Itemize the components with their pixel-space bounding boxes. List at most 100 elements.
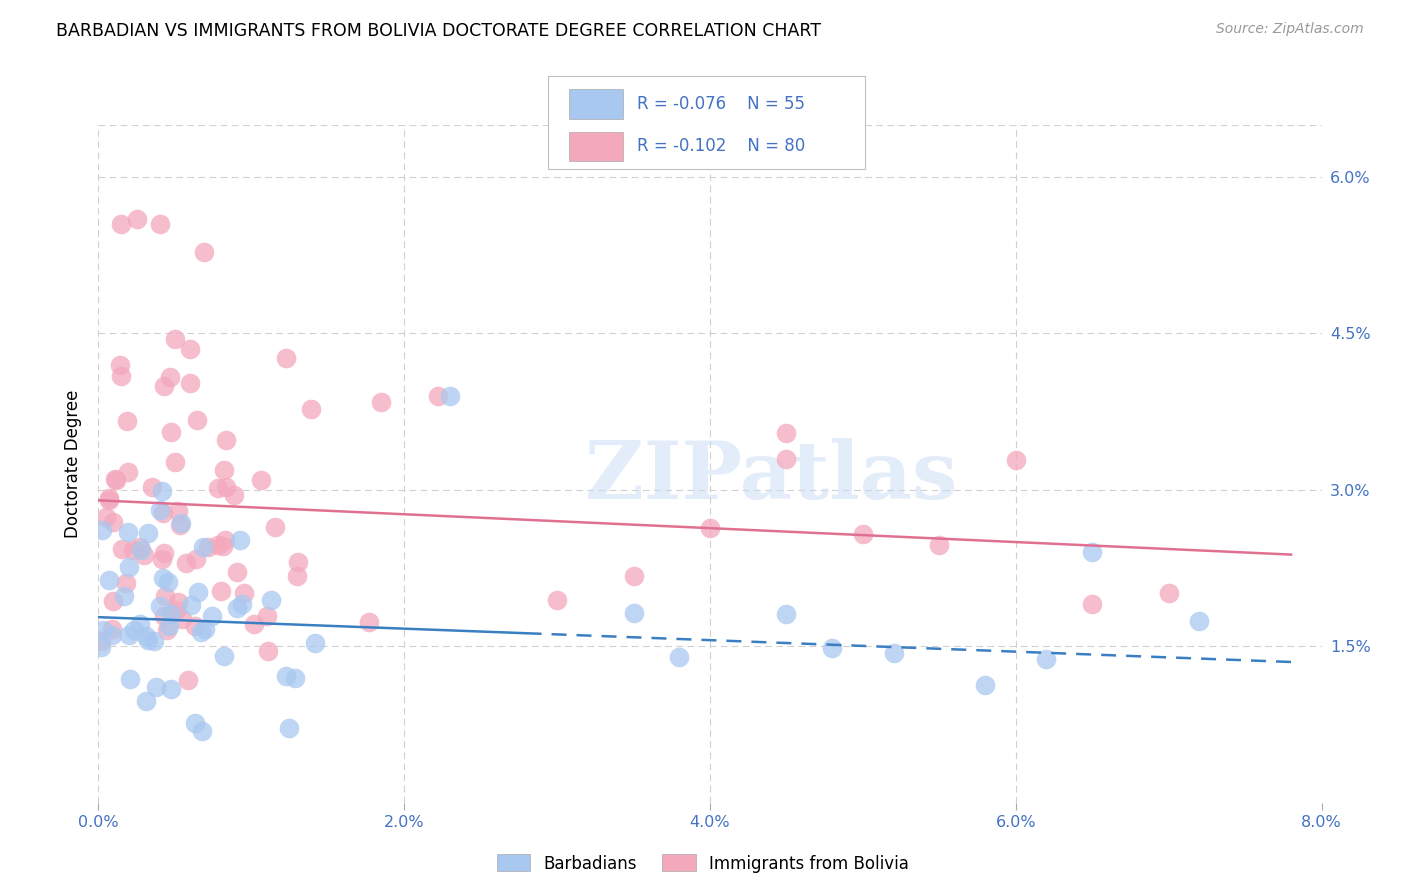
Point <box>122 543 145 558</box>
Point <box>98 492 121 507</box>
Point <box>668 650 690 665</box>
Point <box>150 483 173 498</box>
Point <box>546 593 568 607</box>
Point <box>176 673 198 687</box>
Point <box>159 370 181 384</box>
Point <box>135 629 157 643</box>
Point <box>100 628 122 642</box>
Point <box>231 597 253 611</box>
Text: R = -0.076    N = 55: R = -0.076 N = 55 <box>637 95 804 113</box>
Point <box>623 607 645 621</box>
Point <box>101 622 124 636</box>
Point <box>201 608 224 623</box>
Text: Source: ZipAtlas.com: Source: ZipAtlas.com <box>1216 22 1364 37</box>
Point <box>125 211 148 226</box>
Point <box>108 358 131 372</box>
Point <box>207 538 229 552</box>
Point <box>191 723 214 738</box>
Point <box>883 646 905 660</box>
Point <box>1157 586 1180 600</box>
Point <box>187 585 209 599</box>
Point <box>193 245 215 260</box>
Point <box>284 671 307 685</box>
Point <box>264 520 287 534</box>
Point <box>197 540 219 554</box>
Point <box>165 602 187 616</box>
Point <box>150 552 173 566</box>
Point <box>118 672 141 686</box>
Point <box>274 351 297 365</box>
Point <box>184 716 207 731</box>
Point <box>103 594 125 608</box>
Point <box>141 480 163 494</box>
Point <box>274 669 297 683</box>
Point <box>148 599 170 613</box>
Point <box>117 627 139 641</box>
Point <box>427 389 450 403</box>
Point <box>152 571 174 585</box>
Point <box>775 451 797 466</box>
Point <box>104 471 127 485</box>
Point <box>207 481 229 495</box>
Text: BARBADIAN VS IMMIGRANTS FROM BOLIVIA DOCTORATE DEGREE CORRELATION CHART: BARBADIAN VS IMMIGRANTS FROM BOLIVIA DOC… <box>56 22 821 40</box>
Point <box>117 414 139 428</box>
Point <box>160 425 183 439</box>
Point <box>128 617 150 632</box>
Point <box>156 624 179 638</box>
Point <box>169 518 191 533</box>
Point <box>186 552 208 566</box>
Point <box>174 556 197 570</box>
Point <box>138 633 160 648</box>
Point <box>163 332 186 346</box>
Point <box>157 619 180 633</box>
Point <box>152 506 174 520</box>
Point <box>183 619 205 633</box>
Point <box>179 376 201 391</box>
Point <box>1081 598 1104 612</box>
Point <box>250 473 273 487</box>
Point <box>287 555 309 569</box>
Point <box>215 479 238 493</box>
Point <box>90 640 112 655</box>
Point <box>226 565 249 579</box>
Point <box>91 523 114 537</box>
Text: R = -0.102    N = 80: R = -0.102 N = 80 <box>637 137 806 155</box>
Point <box>821 640 844 655</box>
Point <box>623 568 645 582</box>
Point <box>128 541 150 555</box>
Point <box>91 623 114 637</box>
Point <box>135 694 157 708</box>
Point <box>299 402 322 417</box>
Point <box>160 607 183 622</box>
Point <box>243 616 266 631</box>
Point <box>143 634 166 648</box>
Point <box>170 612 193 626</box>
Point <box>928 538 950 552</box>
Point <box>136 526 159 541</box>
Point <box>260 593 283 607</box>
Point <box>149 503 172 517</box>
Point <box>179 342 201 356</box>
Point <box>194 622 217 636</box>
Point <box>1081 545 1104 559</box>
Point <box>287 569 309 583</box>
Point <box>209 583 232 598</box>
Point <box>1188 615 1211 629</box>
Point <box>226 601 249 615</box>
Point <box>167 595 190 609</box>
Point <box>699 521 721 535</box>
Point <box>1035 651 1057 665</box>
Point <box>222 488 245 502</box>
Point <box>775 607 797 621</box>
Point <box>370 394 392 409</box>
Point <box>1004 452 1026 467</box>
Point <box>212 649 235 664</box>
Point <box>229 533 252 548</box>
Point <box>190 625 212 640</box>
Point <box>169 516 191 530</box>
Point <box>256 643 278 657</box>
Point <box>256 608 278 623</box>
Text: ZIPatlas: ZIPatlas <box>585 438 957 516</box>
Point <box>98 491 121 505</box>
Point <box>775 425 797 440</box>
